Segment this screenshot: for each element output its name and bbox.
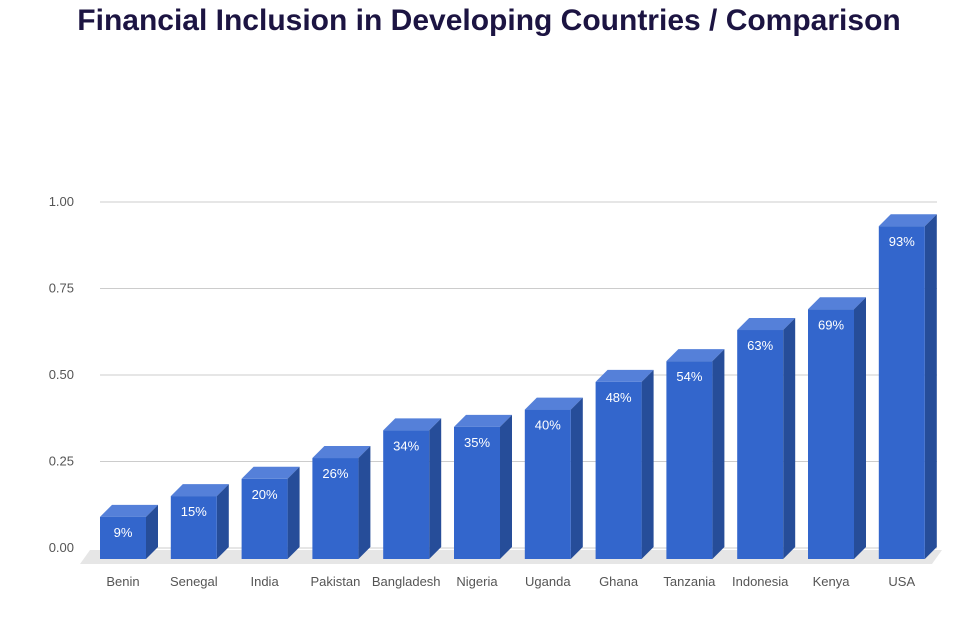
bar-front-face	[878, 226, 925, 559]
data-label: 93%	[889, 234, 915, 249]
x-tick-label: Kenya	[813, 574, 851, 589]
chart-title: Financial Inclusion in Developing Countr…	[77, 4, 901, 37]
bar-front-face	[737, 330, 784, 559]
x-tick-label: Benin	[106, 574, 139, 589]
bar-front-face	[312, 458, 359, 559]
bar-front-face	[100, 516, 146, 559]
bar-side-face	[500, 414, 512, 559]
x-tick-label: Bangladesh	[372, 574, 441, 589]
bar: 63%	[737, 318, 796, 559]
data-label: 63%	[747, 338, 773, 353]
bar: 20%	[241, 466, 300, 559]
y-tick-label: 1.00	[49, 194, 74, 209]
y-tick-label: 0.25	[49, 454, 74, 469]
bar-top-face	[100, 504, 158, 517]
data-label: 35%	[464, 435, 490, 450]
y-tick-label: 0.00	[49, 540, 74, 555]
bar-top-face	[666, 349, 725, 362]
bar-side-face	[854, 297, 866, 559]
bar: 15%	[170, 484, 229, 559]
bar-front-face	[808, 309, 854, 559]
bar-side-face	[287, 466, 300, 559]
data-label: 26%	[322, 466, 348, 481]
bar-front-face	[524, 409, 571, 559]
x-axis-labels: Benin Senegal India Pakistan Bangladesh Niger…	[106, 574, 915, 589]
bars: 9% 15% 20% 26% 34% 35% 40% 48% 54% 63% 69% 93%	[100, 214, 937, 559]
y-tick-label: 0.75	[49, 281, 74, 296]
x-tick-label: Tanzania	[663, 574, 716, 589]
floor-plane	[80, 550, 942, 564]
bar-side-face	[570, 397, 583, 559]
bar-front-face	[454, 426, 500, 559]
bar-top-face	[170, 484, 229, 497]
bar-front-face	[241, 478, 288, 559]
data-label: 20%	[252, 487, 278, 502]
bar-side-face	[712, 349, 725, 559]
bar-side-face	[146, 504, 158, 559]
bar-top-face	[383, 418, 442, 431]
chart-floor	[80, 550, 942, 564]
bar-top-face	[878, 214, 937, 227]
bar: 9%	[100, 504, 158, 559]
x-tick-label: Ghana	[599, 574, 639, 589]
bar-side-face	[216, 484, 229, 559]
bar-top-face	[454, 414, 512, 427]
bar-top-face	[312, 446, 371, 459]
bar-top-face	[737, 318, 796, 331]
x-tick-label: Nigeria	[456, 574, 498, 589]
data-label: 15%	[181, 504, 207, 519]
data-label: 48%	[606, 390, 632, 405]
bar: 34%	[383, 418, 442, 559]
bar-front-face	[666, 361, 713, 559]
y-axis-ticks: 0.00 0.25 0.50 0.75 1.00	[49, 194, 74, 555]
data-label: 9%	[114, 525, 133, 540]
bar-side-face	[429, 418, 442, 559]
bar-side-face	[783, 318, 796, 559]
bar-top-face	[524, 397, 583, 410]
x-tick-label: Pakistan	[310, 574, 360, 589]
bar-top-face	[595, 369, 654, 382]
bar-side-face	[641, 369, 654, 559]
bar: 26%	[312, 446, 371, 559]
x-tick-label: Indonesia	[732, 574, 789, 589]
bar-top-face	[808, 297, 866, 310]
bar-front-face	[595, 381, 642, 559]
data-label: 34%	[393, 438, 419, 453]
data-label: 40%	[535, 418, 561, 433]
bar: 54%	[666, 349, 725, 559]
bar-front-face	[383, 430, 430, 559]
gridlines	[100, 201, 937, 549]
data-label: 69%	[818, 317, 844, 332]
bar: 69%	[808, 297, 866, 559]
y-tick-label: 0.50	[49, 367, 74, 382]
x-tick-label: Uganda	[525, 574, 571, 589]
bar-side-face	[358, 446, 371, 559]
data-label: 54%	[676, 369, 702, 384]
bar-top-face	[241, 466, 300, 479]
bar-side-face	[924, 214, 937, 559]
bar: 35%	[454, 414, 512, 559]
bar: 93%	[878, 214, 937, 559]
x-tick-label: Senegal	[170, 574, 218, 589]
bar: 40%	[524, 397, 583, 559]
x-tick-label: India	[250, 574, 279, 589]
bar: 48%	[595, 369, 654, 559]
x-tick-label: USA	[888, 574, 915, 589]
bar-front-face	[170, 496, 217, 559]
